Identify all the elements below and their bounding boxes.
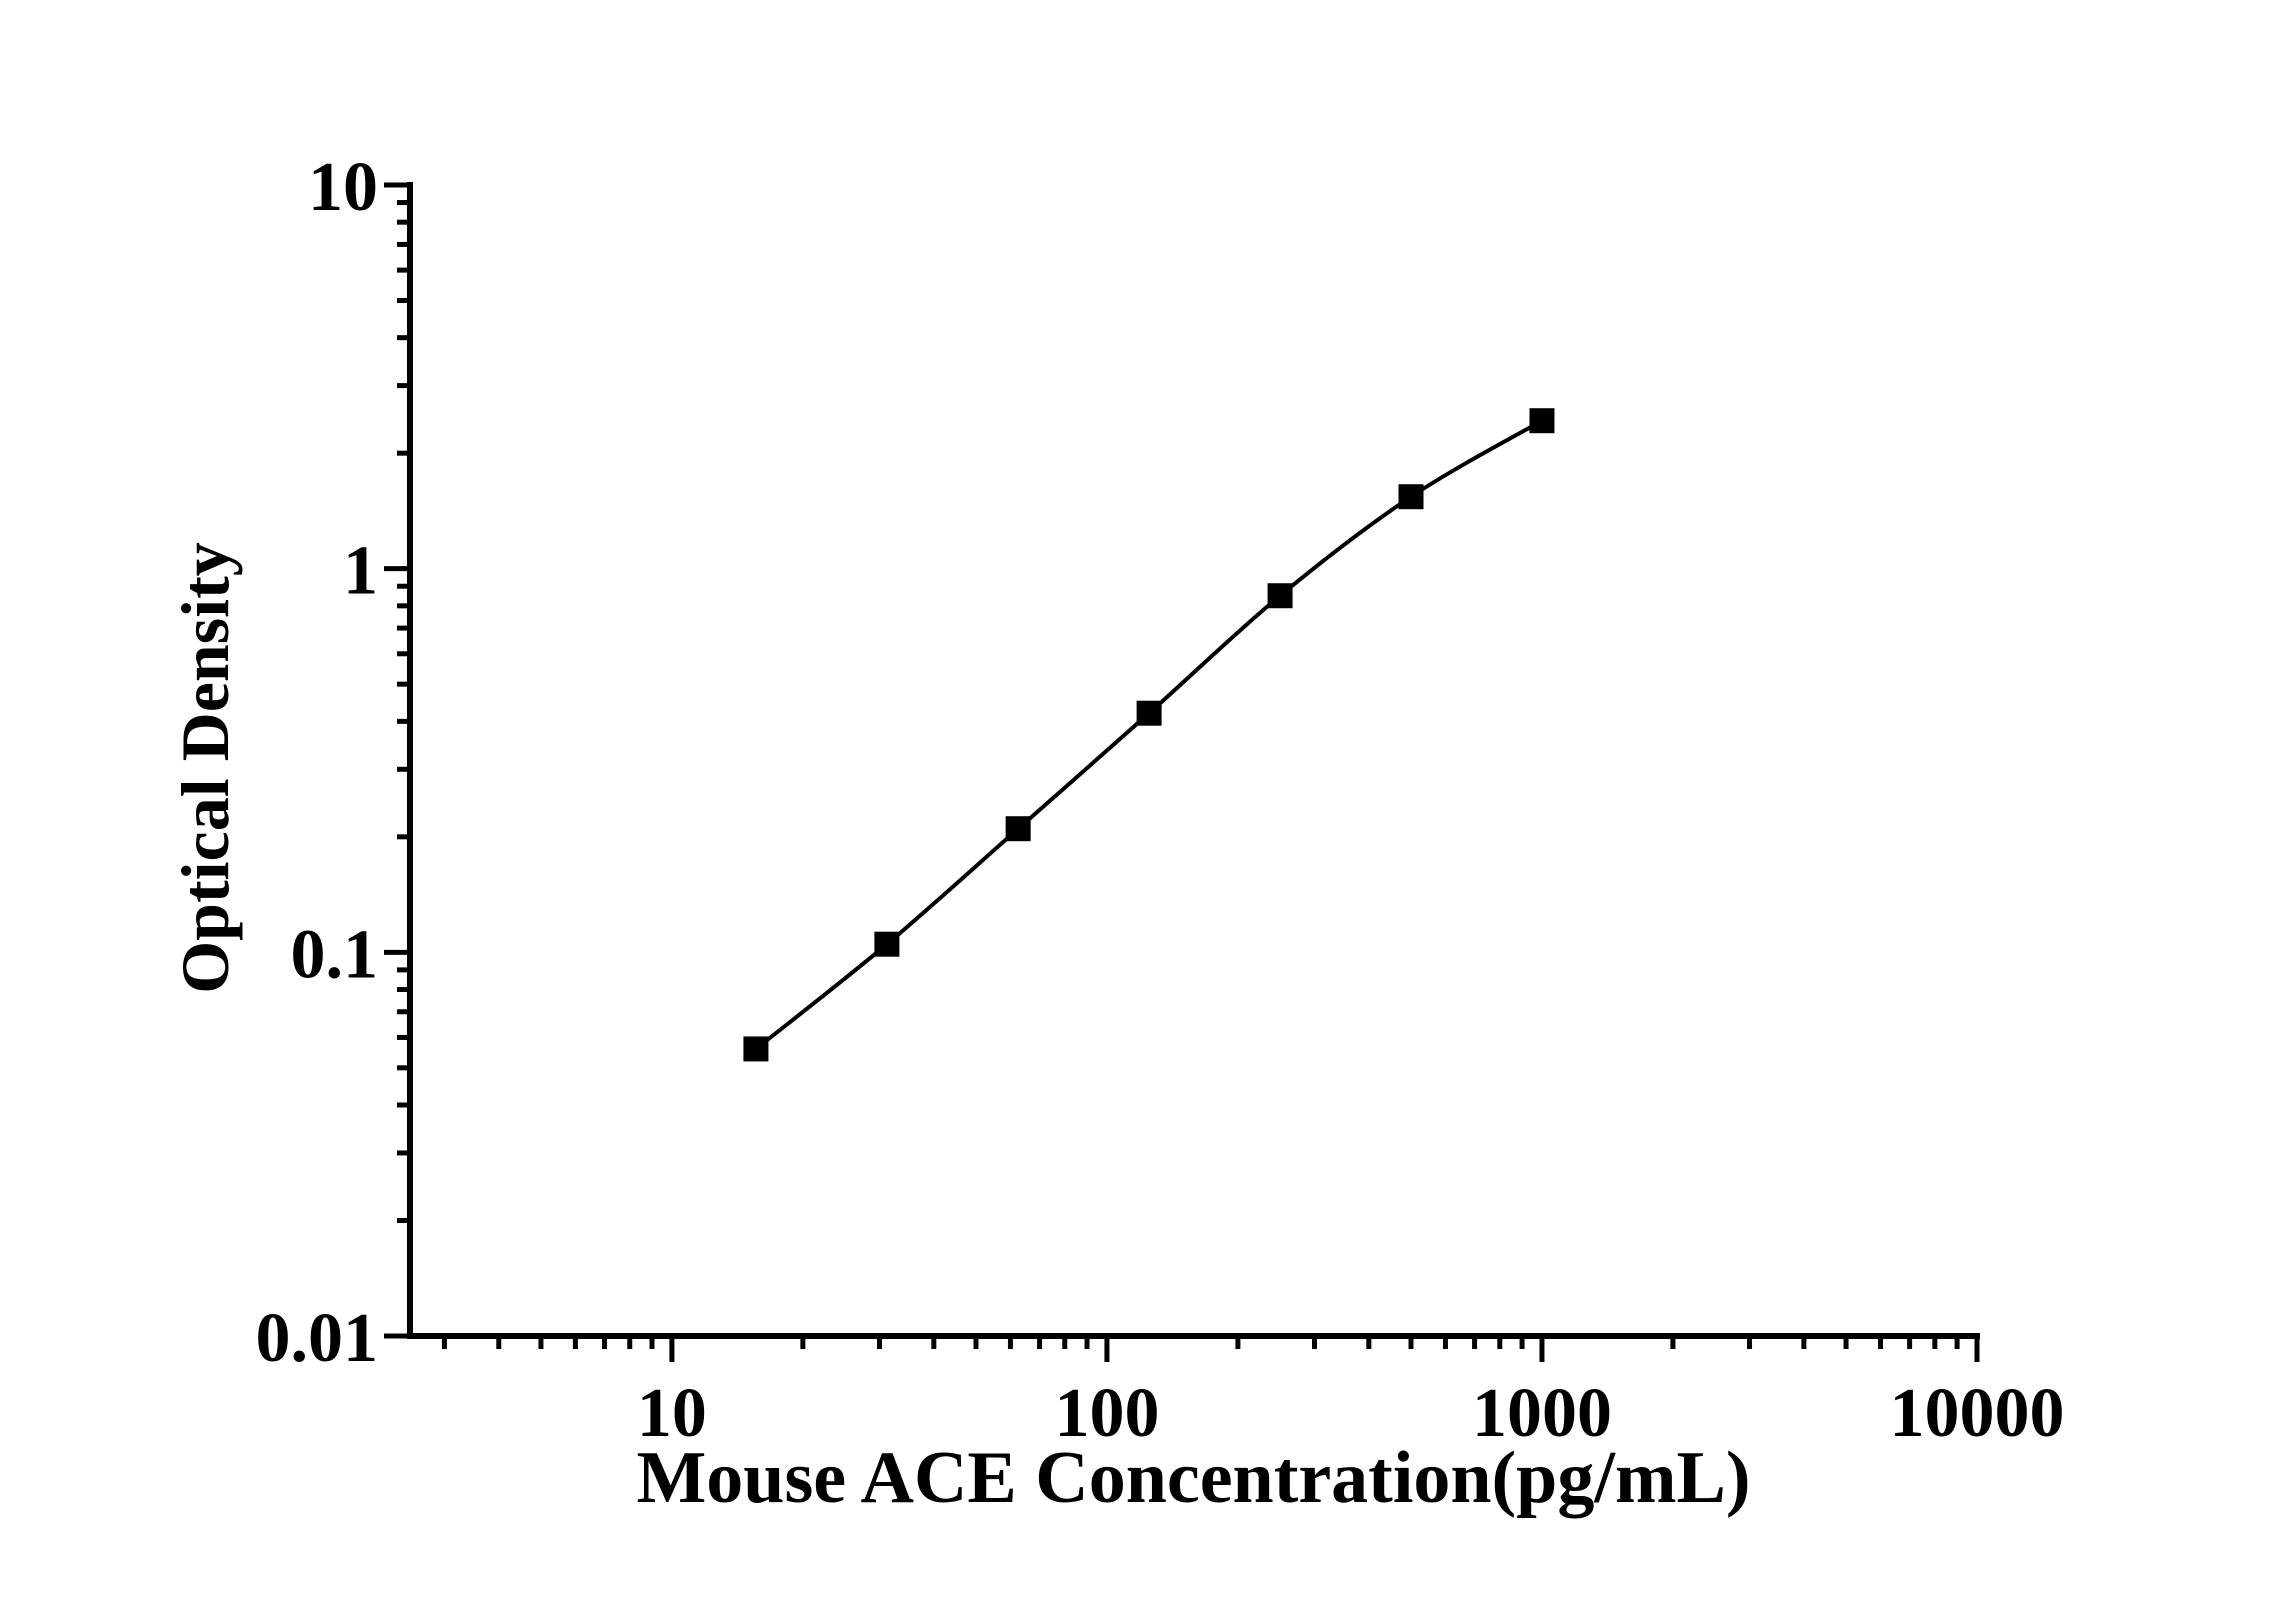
axes-lines [407,182,1980,1339]
data-point-marker [1136,700,1162,726]
data-point-marker [1398,484,1424,510]
y-axis-title: Optical Density [167,542,243,994]
data-point-marker [874,931,900,957]
y-tick-label: 0.01 [256,1300,379,1377]
x-tick-label: 10000 [1890,1375,2065,1452]
y-tick-label: 0.1 [291,916,379,993]
y-tick-label: 1 [343,533,378,610]
data-point-marker [743,1036,769,1062]
x-tick-label: 100 [1054,1375,1159,1452]
standard-curve-line [754,418,1543,1051]
data-point-marker [1529,408,1555,434]
x-axis-title: Mouse ACE Concentration(pg/mL) [636,1437,1751,1519]
data-point-marker [1005,816,1031,842]
x-tick-label: 10 [637,1375,707,1452]
y-tick-label: 10 [308,149,378,226]
x-tick-label: 1000 [1472,1375,1612,1452]
data-point-marker [1267,583,1293,609]
